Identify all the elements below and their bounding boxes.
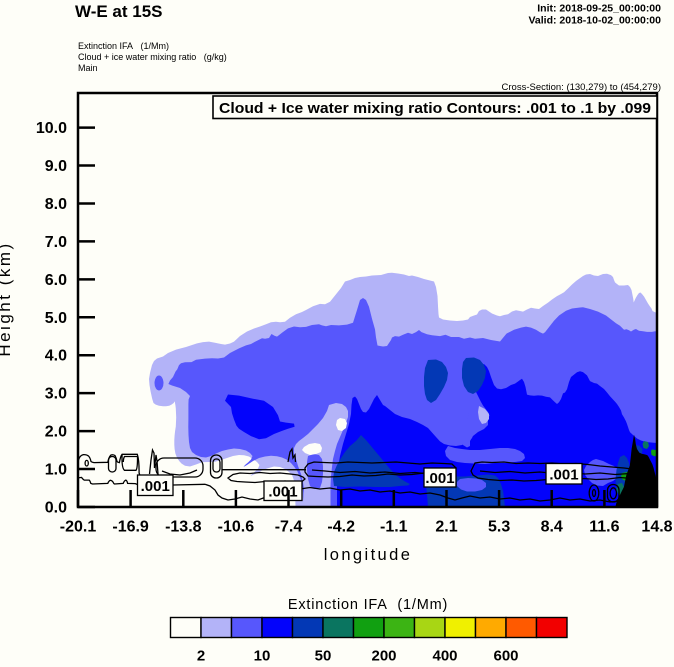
svg-text:-16.9: -16.9 bbox=[112, 519, 149, 536]
svg-text:2.1: 2.1 bbox=[435, 519, 457, 536]
svg-text:2: 2 bbox=[197, 648, 205, 665]
svg-text:50: 50 bbox=[315, 648, 332, 665]
svg-text:5.3: 5.3 bbox=[488, 519, 510, 536]
svg-text:600: 600 bbox=[493, 648, 518, 665]
svg-text:8.0: 8.0 bbox=[45, 196, 67, 213]
svg-text:-4.2: -4.2 bbox=[327, 519, 355, 536]
svg-text:10: 10 bbox=[254, 648, 271, 665]
svg-text:2.0: 2.0 bbox=[45, 424, 67, 441]
svg-text:Cross-Section: (130,279) to (4: Cross-Section: (130,279) to (454,279) bbox=[502, 82, 661, 93]
svg-text:4.0: 4.0 bbox=[45, 348, 67, 365]
svg-text:-20.1: -20.1 bbox=[60, 519, 97, 536]
svg-text:5.0: 5.0 bbox=[45, 310, 67, 327]
svg-text:6.0: 6.0 bbox=[45, 272, 67, 289]
svg-text:Main: Main bbox=[78, 63, 98, 73]
svg-text:Valid: 2018-10-02_00:00:00: Valid: 2018-10-02_00:00:00 bbox=[528, 15, 661, 27]
svg-text:3.0: 3.0 bbox=[45, 386, 67, 403]
svg-text:9.0: 9.0 bbox=[45, 158, 67, 175]
svg-text:7.0: 7.0 bbox=[45, 234, 67, 251]
svg-text:.001: .001 bbox=[141, 478, 170, 495]
svg-text:Init: 2018-09-25_00:00:00: Init: 2018-09-25_00:00:00 bbox=[537, 3, 661, 15]
svg-text:Cloud + Ice water mixing ratio: Cloud + Ice water mixing ratio Contours:… bbox=[219, 100, 651, 117]
svg-text:.001: .001 bbox=[268, 483, 297, 500]
svg-text:Extinction IFA (1/Mm): Extinction IFA (1/Mm) bbox=[78, 41, 169, 51]
svg-text:Cloud + ice water mixing ratio: Cloud + ice water mixing ratio (g/kg) bbox=[78, 52, 227, 62]
svg-text:8.4: 8.4 bbox=[541, 519, 563, 536]
svg-text:1.0: 1.0 bbox=[45, 462, 67, 479]
svg-text:14.8: 14.8 bbox=[641, 519, 672, 536]
svg-text:400: 400 bbox=[432, 648, 457, 665]
svg-text:Height (km): Height (km) bbox=[0, 241, 14, 356]
svg-text:0.0: 0.0 bbox=[45, 500, 67, 517]
svg-text:200: 200 bbox=[371, 648, 396, 665]
svg-text:-7.4: -7.4 bbox=[275, 519, 303, 536]
svg-text:-10.6: -10.6 bbox=[218, 519, 255, 536]
svg-text:-1.1: -1.1 bbox=[380, 519, 408, 536]
svg-text:longitude: longitude bbox=[324, 546, 413, 564]
svg-text:-13.8: -13.8 bbox=[165, 519, 202, 536]
svg-text:Extinction IFA (1/Mm): Extinction IFA (1/Mm) bbox=[288, 597, 448, 613]
svg-text:W-E at 15S: W-E at 15S bbox=[75, 2, 163, 21]
svg-text:.001: .001 bbox=[549, 466, 578, 483]
svg-text:10.0: 10.0 bbox=[36, 120, 67, 137]
svg-text:.001: .001 bbox=[425, 470, 454, 487]
svg-text:11.6: 11.6 bbox=[589, 519, 619, 536]
